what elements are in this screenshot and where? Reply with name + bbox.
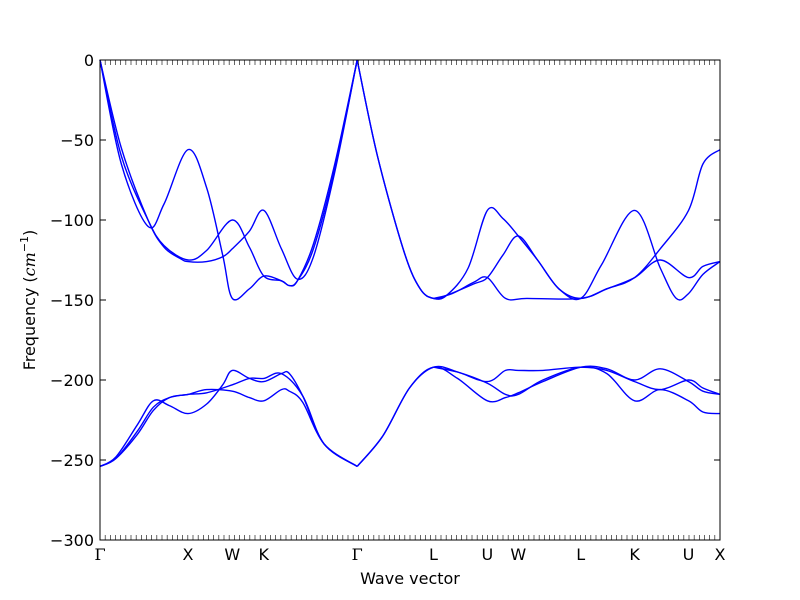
y-tick-label: −300: [50, 531, 94, 550]
y-axis-label: Frequency (cm−1): [18, 230, 39, 371]
band-series-5: [356, 59, 721, 301]
y-tick-label: −150: [50, 291, 94, 310]
kpoint-label-3: K: [259, 545, 270, 564]
kpoint-label-2: W: [224, 545, 240, 564]
y-tick-label: 0: [84, 51, 94, 70]
y-axis-label-text: Frequency: [20, 283, 39, 371]
band-series-6: [433, 259, 721, 301]
kpoint-label-10: U: [683, 545, 695, 564]
y-tick-label: −250: [50, 451, 94, 470]
y-tick-labels-group: 0 −50 −100 −150 −200 −250 −300: [50, 51, 94, 550]
band-series-11: [356, 365, 721, 467]
kpoint-label-11: X: [715, 545, 726, 564]
axis-ticks-group: [99, 59, 721, 541]
plot-area-frame: [99, 59, 721, 541]
y-axis-label-unit-exp: −1: [18, 236, 31, 252]
kpoint-label-9: K: [629, 545, 640, 564]
kpoint-label-1: X: [183, 545, 194, 564]
kpoint-label-8: L: [576, 545, 585, 564]
band-series-8: [99, 388, 358, 468]
band-series-12: [433, 366, 721, 396]
y-tick-label: −100: [50, 211, 94, 230]
y-tick-label: −50: [60, 131, 94, 150]
band-series-group: [99, 59, 721, 468]
kpoint-label-7: W: [510, 545, 526, 564]
y-axis-label-unit-base: cm: [20, 252, 39, 276]
band-series-7: [99, 369, 358, 468]
band-series-9: [99, 372, 358, 468]
y-tick-label: −200: [50, 371, 94, 390]
y-axis-label-unit-close: ): [20, 230, 39, 236]
y-axis-label-unit-open: (: [20, 276, 39, 282]
kpoint-label-0: Γ: [94, 545, 105, 564]
kpoint-label-5: L: [429, 545, 438, 564]
kpoint-label-4: Γ: [352, 545, 363, 564]
x-axis-label: Wave vector: [360, 569, 460, 588]
kpoint-label-6: U: [482, 545, 494, 564]
band-series-3: [99, 59, 358, 287]
